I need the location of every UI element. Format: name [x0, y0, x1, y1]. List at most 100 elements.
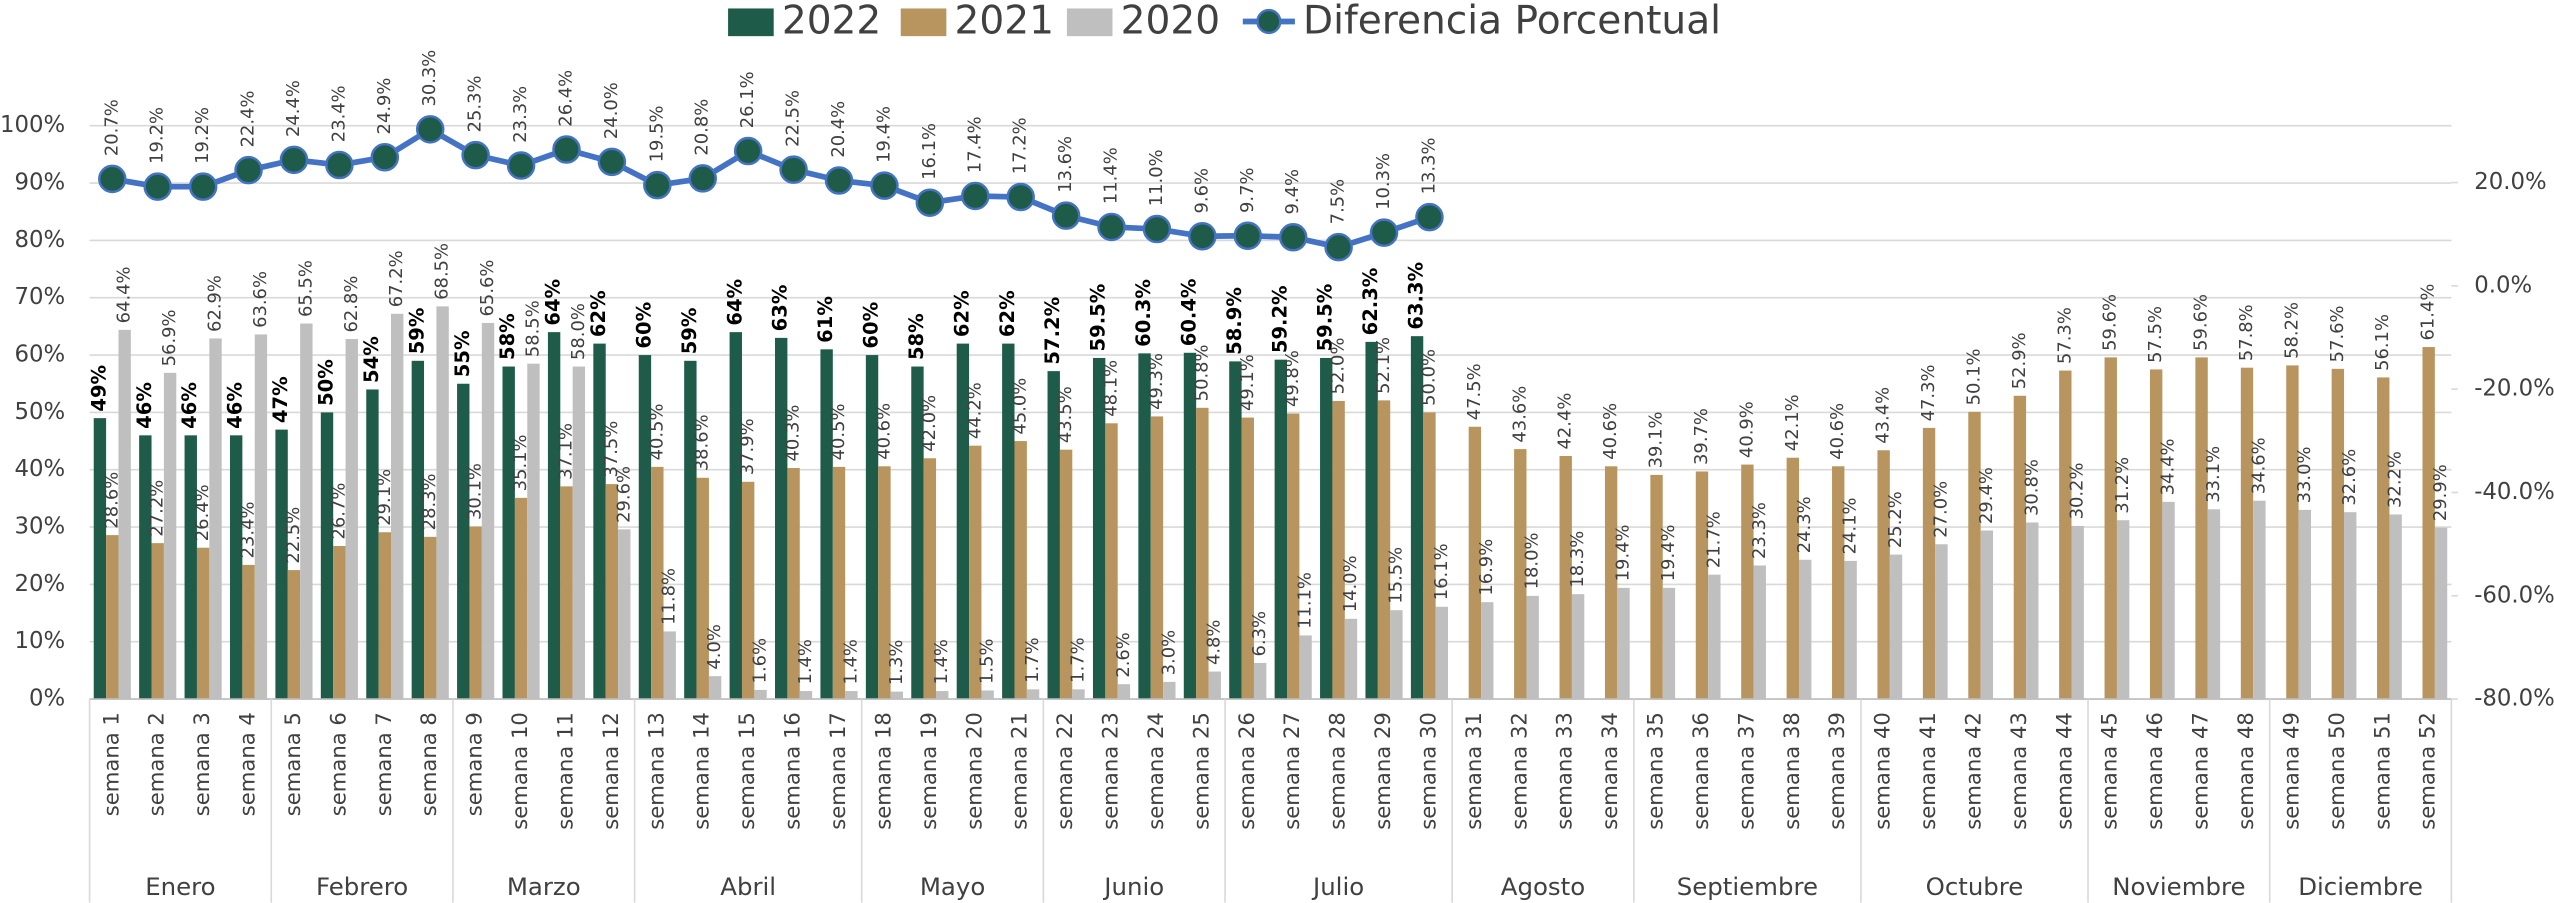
bar	[1332, 401, 1344, 699]
x-tick-label: semana 33	[1552, 712, 1577, 830]
bar	[300, 324, 312, 700]
bar	[288, 570, 300, 699]
bar	[1799, 560, 1811, 699]
legend-label: 2021	[954, 0, 1053, 44]
data-label: 11.1%	[1295, 572, 1316, 629]
bar	[1184, 353, 1196, 699]
data-label: 58%	[905, 313, 928, 360]
data-label: 19.4%	[873, 106, 894, 163]
line-marker	[735, 138, 761, 164]
line-marker	[1189, 223, 1215, 249]
line-marker	[1326, 234, 1352, 260]
bar	[1981, 531, 1993, 700]
data-label: 60.3%	[1132, 279, 1155, 347]
line-marker	[781, 157, 807, 183]
x-tick-label: semana 35	[1643, 712, 1668, 830]
bar	[1741, 465, 1753, 699]
bar	[482, 323, 494, 699]
data-label: 57.8%	[2236, 304, 2257, 361]
data-label: 42.1%	[1782, 394, 1803, 451]
data-label: 10.3%	[1373, 153, 1394, 210]
x-tick-label: semana 1	[98, 712, 123, 816]
x-tick-label: semana 18	[870, 712, 895, 830]
bar	[1254, 663, 1266, 699]
bar	[333, 546, 345, 699]
bar	[2059, 371, 2071, 700]
bar	[457, 384, 469, 699]
bar	[230, 435, 242, 699]
x-tick-label: semana 25	[1188, 712, 1213, 830]
bar	[1890, 555, 1902, 699]
x-tick-label: semana 11	[552, 712, 577, 830]
bar	[1390, 610, 1402, 699]
data-label: 62%	[950, 290, 973, 337]
bar	[527, 364, 539, 699]
bar	[379, 532, 391, 699]
data-label: 24.9%	[374, 78, 395, 135]
data-label: 60%	[632, 302, 655, 349]
x-tick-label: semana 36	[1688, 712, 1713, 830]
data-label: 24.3%	[1794, 496, 1815, 553]
x-tick-label: semana 10	[507, 712, 532, 830]
line-marker	[463, 142, 489, 168]
x-tick-label: semana 22	[1052, 712, 1077, 830]
line-marker	[871, 173, 897, 199]
x-tick-label: semana 41	[1915, 712, 1940, 830]
data-label: 43.4%	[1873, 387, 1894, 444]
bar	[1844, 561, 1856, 699]
group-label: Junio	[1102, 872, 1164, 901]
y2-tick-label: -20.0%	[2474, 376, 2554, 402]
bar	[2162, 502, 2174, 699]
x-tick-label: semana 31	[1461, 712, 1486, 830]
bar	[2422, 347, 2434, 699]
data-label: 4.8%	[1204, 620, 1225, 665]
data-label: 62.9%	[205, 275, 226, 332]
data-label: 1.6%	[750, 638, 771, 684]
data-label: 17.2%	[1010, 117, 1031, 174]
bar	[730, 332, 742, 699]
x-tick-label: semana 24	[1143, 712, 1168, 830]
group-label: Diciembre	[2298, 872, 2423, 901]
group-label: Noviembre	[2112, 872, 2245, 901]
data-label: 61%	[814, 296, 837, 343]
line-marker	[372, 144, 398, 170]
bar	[515, 498, 527, 699]
data-label: 22.5%	[783, 90, 804, 147]
bar	[775, 338, 787, 699]
data-label: 1.3%	[886, 640, 907, 686]
data-label: 23.3%	[1749, 502, 1770, 559]
data-label: 6.3%	[1249, 611, 1270, 657]
bar	[209, 338, 221, 699]
bar	[1605, 466, 1617, 699]
x-tick-label: semana 3	[189, 712, 214, 816]
line-marker	[190, 174, 216, 200]
data-label: 37.9%	[737, 418, 758, 475]
bar	[424, 537, 436, 699]
bar	[2072, 526, 2084, 699]
bar	[106, 535, 118, 699]
bar	[2105, 357, 2117, 699]
y-tick-label: 80%	[14, 227, 65, 253]
line-marker	[1008, 184, 1034, 210]
bar	[560, 486, 572, 699]
data-label: 1.7%	[1067, 637, 1088, 682]
y-tick-label: 60%	[14, 342, 65, 368]
data-label: 16.9%	[1476, 539, 1497, 596]
data-label: 50.0%	[1418, 349, 1439, 406]
data-label: 30.3%	[419, 50, 440, 107]
data-label: 47.3%	[1918, 364, 1939, 421]
data-label: 56.9%	[159, 309, 180, 366]
data-label: 7.5%	[1328, 179, 1349, 224]
bar	[1275, 360, 1287, 699]
data-label: 15.5%	[1385, 547, 1406, 604]
bar	[2014, 396, 2026, 699]
line-marker	[1098, 214, 1124, 240]
x-tick-label: semana 32	[1506, 712, 1531, 830]
line-marker	[417, 116, 443, 142]
bar	[1027, 689, 1039, 699]
bar	[1163, 682, 1175, 699]
data-label: 47%	[269, 376, 292, 423]
data-label: 59.5%	[1087, 284, 1110, 352]
chart: 0%10%20%30%40%50%60%70%80%90%100%20.0%0.…	[0, 0, 2554, 903]
data-label: 26.1%	[737, 71, 758, 128]
